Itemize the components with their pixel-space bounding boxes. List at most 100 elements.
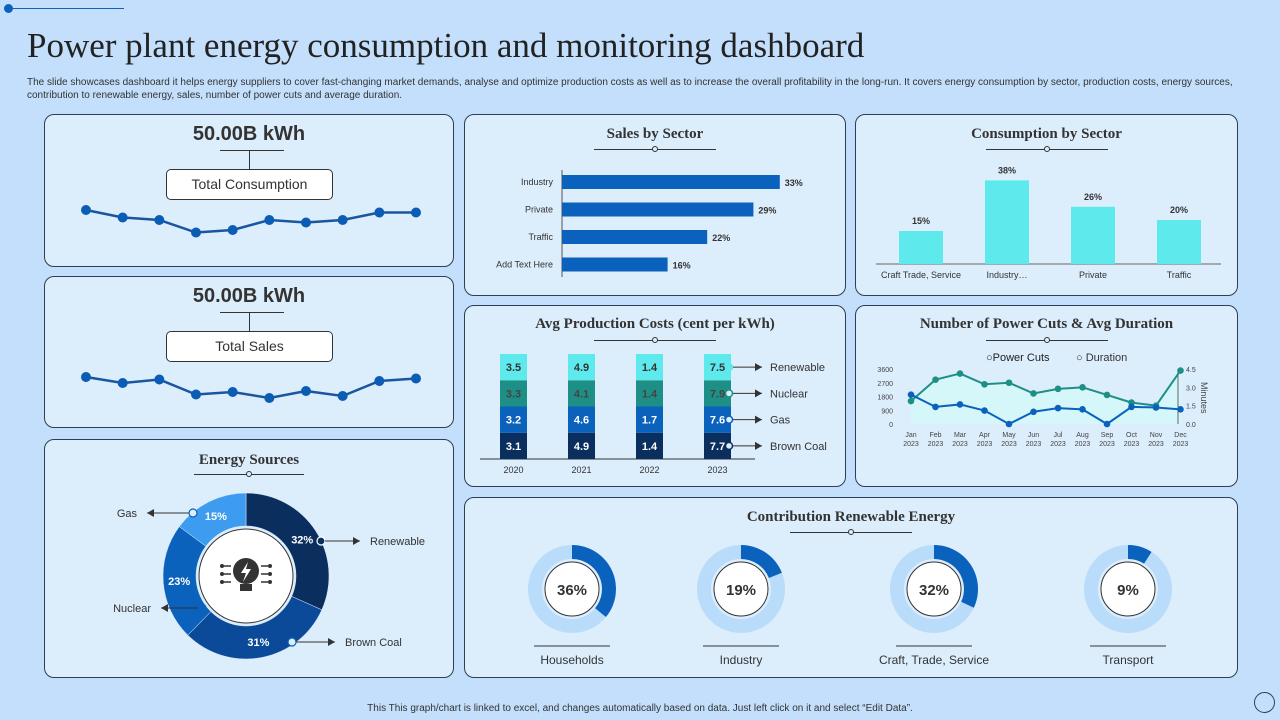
donut-value-arc (934, 545, 978, 608)
leader-dot (188, 508, 198, 518)
x-tick-month: Mar (954, 432, 967, 439)
page-description: The slide showcases dashboard it helps e… (27, 77, 1233, 101)
trend-point (117, 212, 128, 223)
data-point (932, 376, 939, 383)
data-label: 3.1 (506, 441, 521, 453)
renewable-contribution-panel: Contribution Renewable Energy 36% Househo… (464, 497, 1238, 678)
y2-tick-label: 0.0 (1186, 422, 1196, 429)
trend-point (374, 207, 385, 218)
trend-point (227, 387, 238, 397)
data-label: 29% (758, 206, 776, 216)
arrow-head (147, 509, 154, 517)
category-label: 2020 (503, 465, 523, 475)
bolt (241, 562, 251, 582)
slice-label: 23% (168, 576, 190, 588)
data-point (1152, 404, 1160, 411)
page-title: Power plant energy consumption and monit… (27, 26, 865, 65)
category-label: Households (540, 653, 603, 667)
bar (899, 231, 943, 264)
progress-indicator (4, 4, 124, 13)
trend-point (411, 207, 421, 218)
data-label: 3.5 (506, 362, 521, 374)
data-point (1005, 420, 1013, 428)
legend-powercuts: ○Power Cuts (986, 352, 1050, 364)
panel-title: Number of Power Cuts & Avg Duration (919, 316, 1174, 332)
data-point (956, 370, 964, 377)
data-point (1103, 420, 1111, 428)
y-tick-label: 900 (881, 408, 893, 415)
data-point (956, 401, 964, 408)
data-label: 1.4 (642, 388, 658, 400)
stack-segment (636, 406, 663, 433)
x-tick-month: May (1002, 432, 1016, 439)
data-label: 7.5 (710, 362, 725, 374)
legend-label: Renewable (370, 536, 425, 548)
power-cuts-line-chart: ○Power Cuts ○ Duration 0 900 1800 2700 3600 0.0… (877, 352, 1209, 448)
category-label: Add Text Here (496, 260, 553, 270)
data-point (1128, 403, 1135, 411)
donut-center (713, 561, 769, 617)
sales-by-sector-panel: Sales by Sector Industry 33% Private 29% Tra… (464, 114, 846, 296)
consumption-sparkline (81, 205, 421, 238)
kpi-label: Total Sales (166, 331, 333, 362)
x-tick-year: 2023 (928, 441, 944, 448)
lightbulb-icon (220, 558, 272, 591)
y-tick-label: 0 (889, 422, 893, 429)
panel-title: Contribution Renewable Energy (746, 509, 956, 525)
consumption-bar-chart: 15% Craft Trade, Service 38% Industry… 26% Pr… (876, 165, 1221, 280)
trend-point (191, 389, 201, 400)
trend-point (154, 374, 165, 385)
y2-tick-label: 3.0 (1186, 385, 1196, 392)
legend-marker (724, 389, 734, 398)
y2-tick-label: 4.5 (1186, 367, 1196, 374)
legend-label: Brown Coal (345, 637, 402, 649)
stack-segment (568, 380, 595, 407)
x-tick-year: 2023 (1148, 441, 1164, 448)
category-label: Industry (720, 653, 763, 667)
x-tick-year: 2023 (1001, 441, 1017, 448)
x-tick-year: 2023 (1050, 441, 1066, 448)
arrow-head (328, 638, 335, 646)
data-label: 4.6 (574, 415, 589, 427)
leader-dot (316, 536, 326, 546)
data-label: 4.9 (574, 441, 589, 453)
x-tick-month: Aug (1076, 432, 1089, 439)
data-point (1054, 385, 1062, 393)
sales-sparkline (81, 372, 421, 403)
legend-label: Brown Coal (770, 441, 827, 453)
category-label: Craft Trade, Service (881, 270, 961, 280)
x-tick-year: 2023 (1124, 441, 1140, 448)
data-label: 22% (712, 233, 730, 243)
x-tick-month: Sep (1101, 432, 1114, 439)
circuit-node (220, 572, 224, 576)
leader-dot (287, 637, 297, 647)
data-label: 1.4 (642, 362, 658, 374)
data-label: 38% (998, 165, 1016, 175)
legend-marker (724, 362, 734, 372)
category-label: Craft, Trade, Service (879, 653, 989, 667)
trend-point (374, 376, 385, 386)
legend-duration: ○ Duration (1076, 352, 1127, 364)
x-tick-month: Dec (1174, 432, 1187, 439)
stack-segment (568, 354, 595, 381)
data-label: 7.7 (710, 441, 725, 453)
data-point (981, 407, 988, 414)
data-point (1030, 390, 1037, 397)
circuit-node (268, 580, 272, 584)
trend-point (81, 372, 91, 382)
donut-value-arc (741, 545, 782, 578)
trend-point (264, 393, 275, 403)
y2-axis-label: Minutes (1199, 382, 1209, 414)
area-fill (911, 370, 1181, 424)
nav-circle-button[interactable] (1254, 692, 1275, 713)
stack-segment (568, 432, 595, 459)
donut-center (906, 561, 962, 617)
data-label: 7.6 (710, 415, 725, 427)
bar (1157, 220, 1201, 264)
bar (562, 230, 708, 244)
donut-percent: 36% (557, 582, 587, 599)
panel-title: Sales by Sector (606, 126, 704, 142)
x-tick-month: Jan (905, 432, 916, 439)
trend-point (117, 378, 128, 388)
x-tick-month: Jun (1028, 432, 1039, 439)
